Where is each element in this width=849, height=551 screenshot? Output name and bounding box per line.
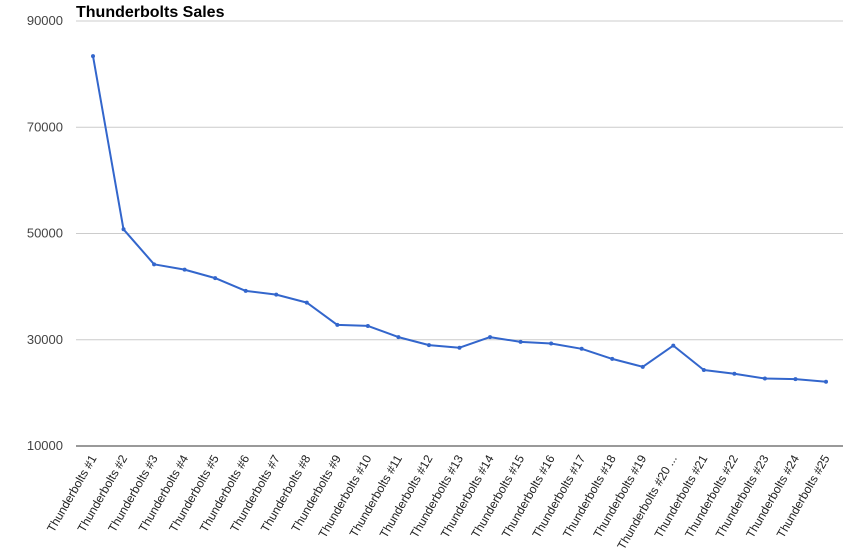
data-point [304, 300, 309, 305]
data-point [701, 368, 706, 373]
y-tick-label: 10000 [27, 438, 63, 453]
y-axis-ticks: 10000 30000 50000 70000 90000 [27, 13, 63, 453]
data-point [610, 356, 615, 361]
data-point [396, 335, 401, 340]
data-point [732, 371, 737, 376]
data-point [518, 339, 523, 344]
data-point [91, 54, 95, 59]
data-point [213, 276, 218, 281]
chart-title: Thunderbolts Sales [76, 4, 225, 21]
y-tick-label: 90000 [27, 13, 63, 28]
data-point [243, 288, 248, 293]
gridlines [76, 20, 843, 341]
data-point [426, 343, 431, 348]
data-point [274, 292, 279, 297]
data-point [793, 377, 798, 382]
data-point [457, 345, 462, 350]
data-point [671, 343, 676, 348]
data-point [121, 227, 126, 232]
series [91, 54, 828, 384]
y-tick-label: 50000 [27, 226, 63, 241]
y-tick-label: 30000 [27, 332, 63, 347]
data-point [335, 322, 340, 327]
data-point [762, 376, 767, 381]
data-point [152, 262, 157, 267]
data-point [549, 341, 554, 346]
series-line [92, 55, 827, 383]
data-point [824, 379, 828, 384]
data-point [640, 364, 645, 369]
data-point [182, 267, 187, 272]
data-point [488, 335, 493, 340]
y-tick-label: 70000 [27, 119, 63, 134]
data-point [365, 323, 370, 328]
data-point [579, 346, 584, 351]
